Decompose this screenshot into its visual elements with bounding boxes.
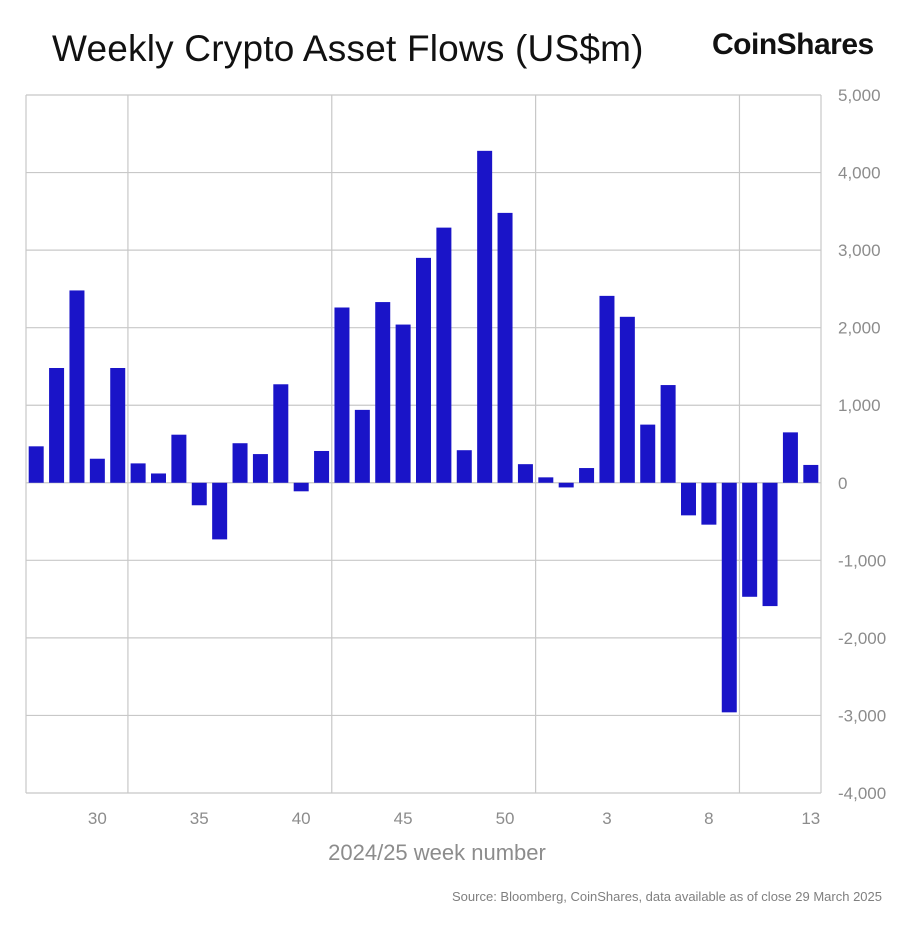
bar-week-30: [89, 458, 105, 483]
bar-week-10: [742, 482, 758, 597]
y-tick-label: 2,000: [838, 319, 881, 338]
x-tick-label: 30: [88, 809, 107, 828]
coinshares-logo: CoinShares: [712, 28, 874, 61]
y-tick-label: -4,000: [838, 784, 886, 803]
y-tick-label: 4,000: [838, 164, 881, 183]
bar-week-41: [314, 450, 330, 483]
y-tick-label: 0: [838, 474, 847, 493]
x-tick-label: 40: [292, 809, 311, 828]
bar-week-12: [782, 432, 798, 483]
x-tick-label: 50: [496, 809, 515, 828]
bars: [28, 150, 819, 713]
bar-week-44: [375, 302, 391, 483]
bar-week-42: [334, 307, 350, 483]
bar-week-29: [69, 290, 85, 483]
y-tick-label: -2,000: [838, 629, 886, 648]
bar-week-5: [640, 424, 656, 483]
x-tick-label: 3: [602, 809, 611, 828]
y-tick-label: 3,000: [838, 241, 881, 260]
bar-week-27: [28, 446, 44, 483]
bar-week-51: [517, 464, 533, 483]
bar-week-38: [252, 454, 268, 483]
bar-week-40: [293, 482, 309, 492]
y-tick-label: 1,000: [838, 396, 881, 415]
bar-week-31: [110, 367, 126, 483]
y-tick-label: -3,000: [838, 706, 886, 725]
x-tick-label: 8: [704, 809, 713, 828]
x-axis-label: 2024/25 week number: [328, 840, 546, 865]
bar-week-11: [762, 482, 778, 607]
bar-week-49: [477, 150, 493, 483]
bar-week-9: [721, 482, 737, 713]
bar-week-7: [681, 482, 696, 516]
x-tick-label: 13: [801, 809, 820, 828]
bar-week-45: [395, 324, 411, 483]
bar-week-33: [151, 473, 166, 483]
bar-week-13: [803, 464, 819, 483]
bar-week-46: [416, 257, 431, 483]
bar-week-37: [232, 443, 248, 483]
y-axis-tick-labels: 5,000 4,000 3,000 2,000 1,000 0 -1,000 -2,000 -3…: [838, 86, 886, 803]
chart-title: Weekly Crypto Asset Flows (US$m): [52, 28, 644, 69]
bar-week-6: [660, 385, 676, 483]
bar-week-43: [354, 409, 370, 483]
y-tick-label: -1,000: [838, 551, 886, 570]
bar-week-1: [558, 482, 574, 488]
y-tick-label: 5,000: [838, 86, 881, 105]
bar-week-28: [49, 367, 65, 483]
x-axis-tick-labels: 30 35 40 45 50 3 8 13: [88, 809, 820, 828]
x-tick-label: 35: [190, 809, 209, 828]
bar-week-34: [171, 434, 187, 483]
bar-week-2: [579, 468, 595, 483]
bar-week-4: [619, 316, 635, 483]
bar-week-35: [191, 482, 207, 506]
source-note: Source: Bloomberg, CoinShares, data avai…: [452, 889, 882, 904]
bar-week-52: [538, 477, 554, 483]
bar-week-47: [436, 227, 452, 483]
bar-week-50: [497, 212, 513, 483]
bar-week-3: [599, 295, 615, 483]
bar-week-48: [456, 450, 472, 483]
bar-week-36: [212, 482, 228, 540]
bar-week-8: [701, 482, 717, 525]
bar-week-39: [273, 384, 289, 483]
bar-week-32: [130, 463, 146, 483]
x-tick-label: 45: [394, 809, 413, 828]
